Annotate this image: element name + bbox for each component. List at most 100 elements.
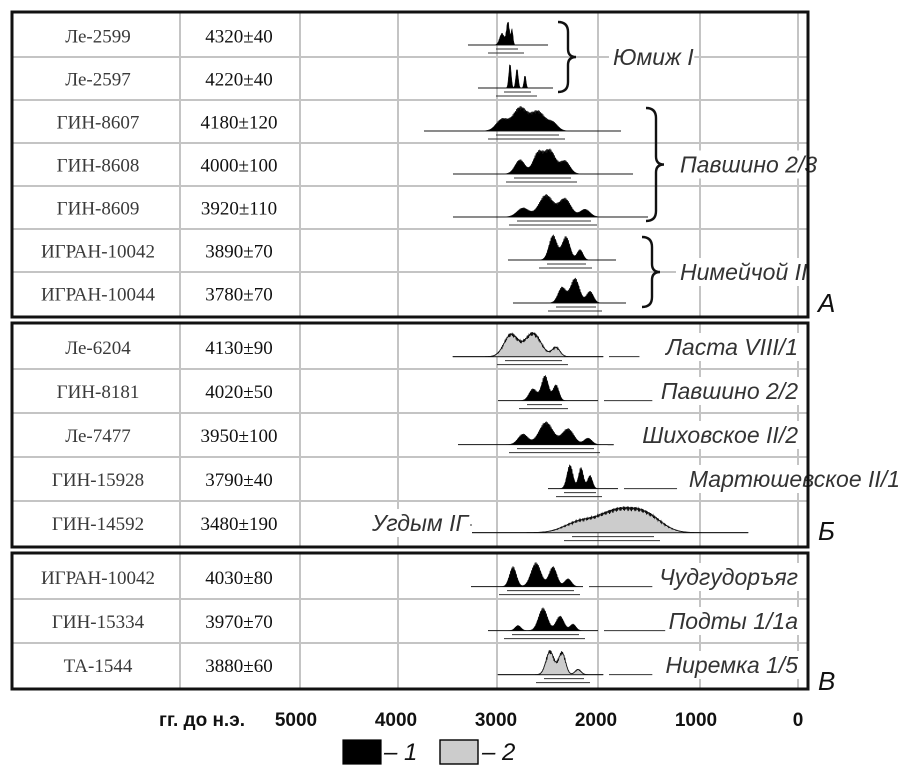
section-letter: А	[816, 288, 835, 318]
site-label: Ниремка 1/5	[665, 652, 798, 678]
section-frame	[10, 321, 810, 549]
legend: – 1 – 2	[342, 739, 515, 766]
probability-curve	[487, 607, 599, 631]
lab-code: ГИН-8607	[57, 113, 140, 134]
lab-code: ГИН-8609	[57, 199, 140, 220]
c14-age: 3920±110	[201, 199, 277, 220]
section-frame	[10, 551, 810, 691]
group-brace	[557, 20, 577, 94]
table-row: ГИН-8181 4020±50 Павшино 2/2	[57, 374, 802, 410]
c14-age: 4020±50	[205, 382, 272, 403]
lab-code: Ле-6204	[65, 338, 131, 359]
x-tick-label: 1000	[675, 710, 717, 731]
probability-curve	[452, 148, 634, 175]
probability-curve	[497, 374, 599, 401]
table-row: ГИН-15334 3970±70 Подты 1/1а	[52, 607, 802, 640]
group-brace	[641, 235, 661, 309]
site-label-bg	[652, 377, 802, 405]
site-label-bg	[652, 651, 802, 679]
lab-code: ГИН-8181	[57, 382, 140, 403]
c14-age: 4000±100	[201, 156, 278, 177]
c14-age: 3780±70	[205, 285, 272, 306]
probability-curve	[512, 277, 627, 304]
probability-curve	[457, 420, 639, 445]
section-frame	[10, 10, 810, 319]
probability-curve	[497, 649, 604, 676]
probability-curve	[470, 562, 584, 587]
group-label: Нимейчой II	[680, 259, 808, 285]
legend-swatch-2	[439, 739, 479, 765]
table-row: Ле-7477 3950±100 Шиховское II/2	[65, 420, 802, 454]
site-label: Шиховское II/2	[642, 422, 798, 448]
site-label-bg	[639, 333, 802, 361]
probability-curve	[547, 464, 619, 489]
lab-code: ГИН-15928	[52, 470, 144, 491]
section-1: Ле-6204 4130±90 Ласта VIII/1 ГИН-8181 4020±5…	[10, 321, 902, 549]
lab-code: ТА-1544	[64, 656, 133, 677]
section-2: ИГРАН-10042 4030±80 Чудгудоръяг ГИН-15334 39…	[10, 551, 835, 696]
probability-curve	[467, 505, 749, 534]
group-brace	[645, 106, 665, 223]
table-row: ТА-1544 3880±60 Ниремка 1/5	[64, 649, 802, 684]
group-label-bg	[676, 258, 826, 286]
c14-age: 4220±40	[205, 70, 272, 91]
x-axis-label: гг. до н.э.	[159, 710, 245, 731]
probability-curve	[452, 193, 649, 218]
site-label: Павшино 2/2	[661, 378, 798, 404]
site-label: Чудгудоръяг	[659, 564, 798, 590]
table-row: ГИН-8609 3920±110	[57, 193, 649, 226]
lab-code: ИГРАН-10042	[41, 242, 155, 263]
site-label: Подты 1/1а	[669, 608, 798, 634]
c14-age: 4180±120	[201, 113, 278, 134]
x-tick-label: 5000	[275, 710, 317, 731]
probability-curve	[452, 331, 604, 358]
table-row: Ле-2597 4220±40	[65, 64, 554, 97]
section-0: Ле-2599 4320±40 Ле-2597 4220±40 ГИН-8607 4180…	[10, 10, 835, 319]
group-label: Юмиж I	[613, 44, 694, 70]
c14-age: 3970±70	[205, 612, 272, 633]
table-row: ГИН-8608 4000±100	[57, 148, 634, 183]
section-letter: Б	[818, 516, 835, 546]
lab-code: ГИН-14592	[52, 514, 144, 535]
lab-code: ГИН-15334	[52, 612, 145, 633]
c14-age: 3880±60	[205, 656, 272, 677]
table-row: ГИН-8607 4180±120	[57, 106, 622, 140]
group-label: Павшино 2/3	[680, 152, 817, 178]
x-tick-label: 4000	[375, 710, 417, 731]
table-row: ИГРАН-10044 3780±70	[41, 277, 627, 312]
group-label-bg	[609, 43, 695, 71]
x-axis: гг. до н.э. 5000 4000 3000 2000 1000 0	[159, 710, 803, 731]
probability-curve	[477, 64, 554, 89]
x-tick-label: 0	[793, 710, 804, 731]
c14-age: 3950±100	[201, 426, 278, 447]
table-row: ГИН-15928 3790±40 Мартюшевское II/1	[52, 464, 902, 498]
site-label: Ласта VIII/1	[664, 334, 798, 360]
legend-label-1: – 1	[383, 739, 417, 766]
site-label-bg	[677, 465, 902, 493]
lab-code: Ле-7477	[65, 426, 131, 447]
c14-age: 4030±80	[205, 568, 272, 589]
c14-age: 3480±190	[201, 514, 278, 535]
c14-age: 3790±40	[205, 470, 272, 491]
site-label-bg	[613, 421, 802, 449]
lab-code: ГИН-8608	[57, 156, 140, 177]
site-label: Мартюшевское II/1	[689, 466, 900, 492]
site-label-bg	[665, 607, 802, 635]
table-row: Ле-2599 4320±40	[65, 21, 549, 54]
lab-code: Ле-2599	[65, 27, 131, 48]
c14-age: 3890±70	[205, 242, 272, 263]
probability-curve	[507, 234, 617, 261]
section-letter: В	[818, 666, 835, 696]
legend-swatch-1	[342, 739, 382, 765]
probability-curve	[467, 21, 549, 46]
table-row: ГИН-14592 3480±190 Угдым IГ	[52, 505, 749, 542]
group-label-bg	[676, 150, 826, 179]
legend-label-2: – 2	[481, 739, 515, 766]
table-row: Ле-6204 4130±90 Ласта VIII/1	[65, 331, 802, 366]
x-tick-label: 3000	[475, 710, 517, 731]
probability-curve	[423, 106, 622, 132]
lab-code: ИГРАН-10044	[41, 285, 156, 306]
c14-age: 4320±40	[205, 27, 272, 48]
site-label: Угдым IГ	[371, 510, 469, 536]
